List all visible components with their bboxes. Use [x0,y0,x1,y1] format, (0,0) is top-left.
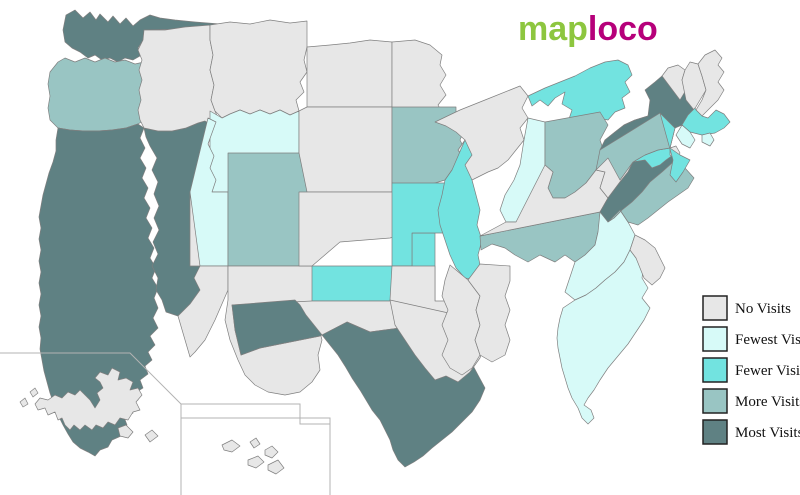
svg-text:No Visits: No Visits [735,301,791,317]
svg-text:Most Visits: Most Visits [735,425,800,441]
svg-text:Fewest Visits: Fewest Visits [735,332,800,348]
svg-text:More Visits: More Visits [735,394,800,410]
svg-text:Fewer Visits: Fewer Visits [735,363,800,379]
